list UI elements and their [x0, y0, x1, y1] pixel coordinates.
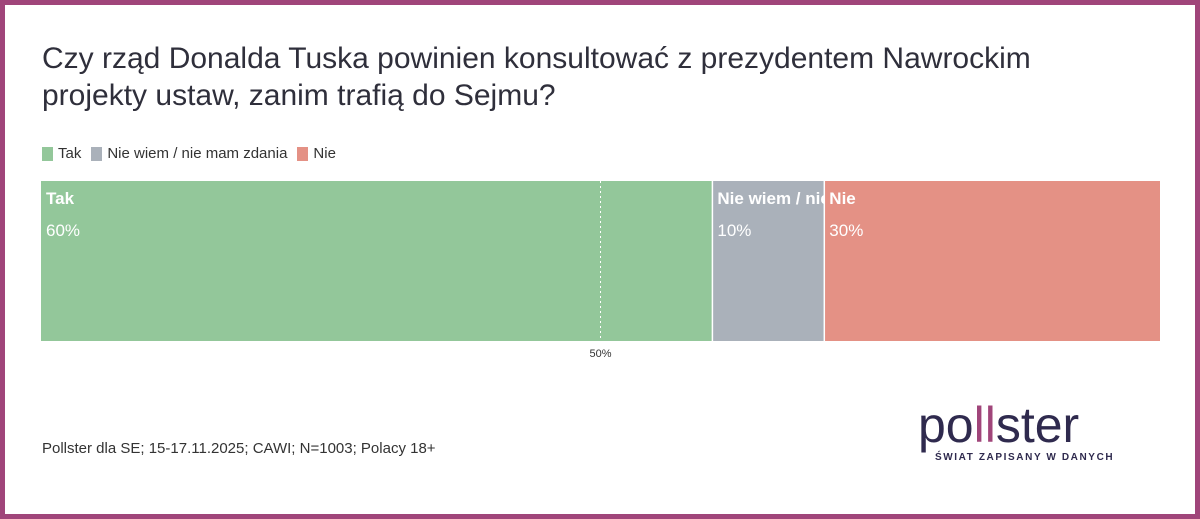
value-label-segment-1: 10% — [717, 221, 751, 240]
legend-label-nie-wiem: Nie wiem / nie mam zdania — [107, 145, 288, 162]
reference-line-label: 50% — [589, 348, 611, 360]
logo-wordmark: pollster — [918, 398, 1079, 452]
value-label-segment-2: 30% — [829, 221, 863, 240]
legend: Tak Nie wiem / nie mam zdania Nie — [42, 145, 336, 162]
logo-word-end: ster — [995, 397, 1080, 453]
chart-title: Czy rząd Donalda Tuska powinien konsulto… — [42, 42, 1031, 112]
legend-item-nie-wiem: Nie wiem / nie mam zdania — [91, 145, 287, 162]
legend-item-nie: Nie — [297, 145, 336, 162]
legend-swatch-tak — [42, 146, 53, 161]
bar-label-segment-0: Tak — [46, 189, 75, 208]
bar-label-segment-1: Nie wiem / nie mam zdania — [717, 189, 932, 208]
logo-word-bars: ll — [973, 397, 996, 453]
legend-swatch-nie — [297, 146, 309, 161]
legend-swatch-nie-wiem — [91, 146, 103, 161]
legend-label-tak: Tak — [58, 145, 82, 162]
logo-word-start: po — [918, 397, 974, 453]
bar-segment-1 — [712, 181, 825, 341]
value-label-segment-0: 60% — [46, 221, 80, 240]
bar-segment-2 — [824, 181, 1160, 341]
legend-item-tak: Tak — [42, 145, 81, 162]
stacked-bar-chart: Tak 60% Nie wiem / nie mam zdania 10% Nie 30%… — [41, 181, 1160, 360]
legend-label-nie: Nie — [313, 145, 336, 162]
logo-tagline: ŚWIAT ZAPISANY W DANYCH — [935, 452, 1115, 463]
pollster-logo: pollster ŚWIAT ZAPISANY W DANYCH — [918, 398, 1140, 468]
source-note: Pollster dla SE; 15-17.11.2025; CAWI; N=… — [42, 440, 436, 457]
bar-segment-0 — [41, 181, 713, 341]
bar-label-segment-2: Nie — [829, 189, 855, 208]
